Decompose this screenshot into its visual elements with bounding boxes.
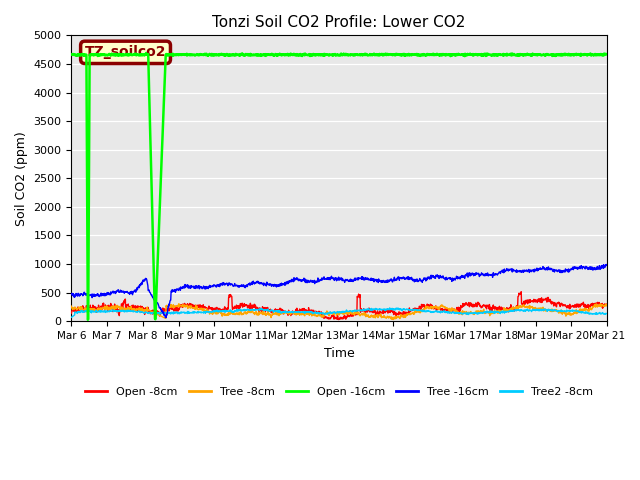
Text: TZ_soilco2: TZ_soilco2: [84, 45, 166, 60]
X-axis label: Time: Time: [324, 347, 355, 360]
Title: Tonzi Soil CO2 Profile: Lower CO2: Tonzi Soil CO2 Profile: Lower CO2: [212, 15, 466, 30]
Y-axis label: Soil CO2 (ppm): Soil CO2 (ppm): [15, 131, 28, 226]
Legend: Open -8cm, Tree -8cm, Open -16cm, Tree -16cm, Tree2 -8cm: Open -8cm, Tree -8cm, Open -16cm, Tree -…: [81, 383, 598, 401]
